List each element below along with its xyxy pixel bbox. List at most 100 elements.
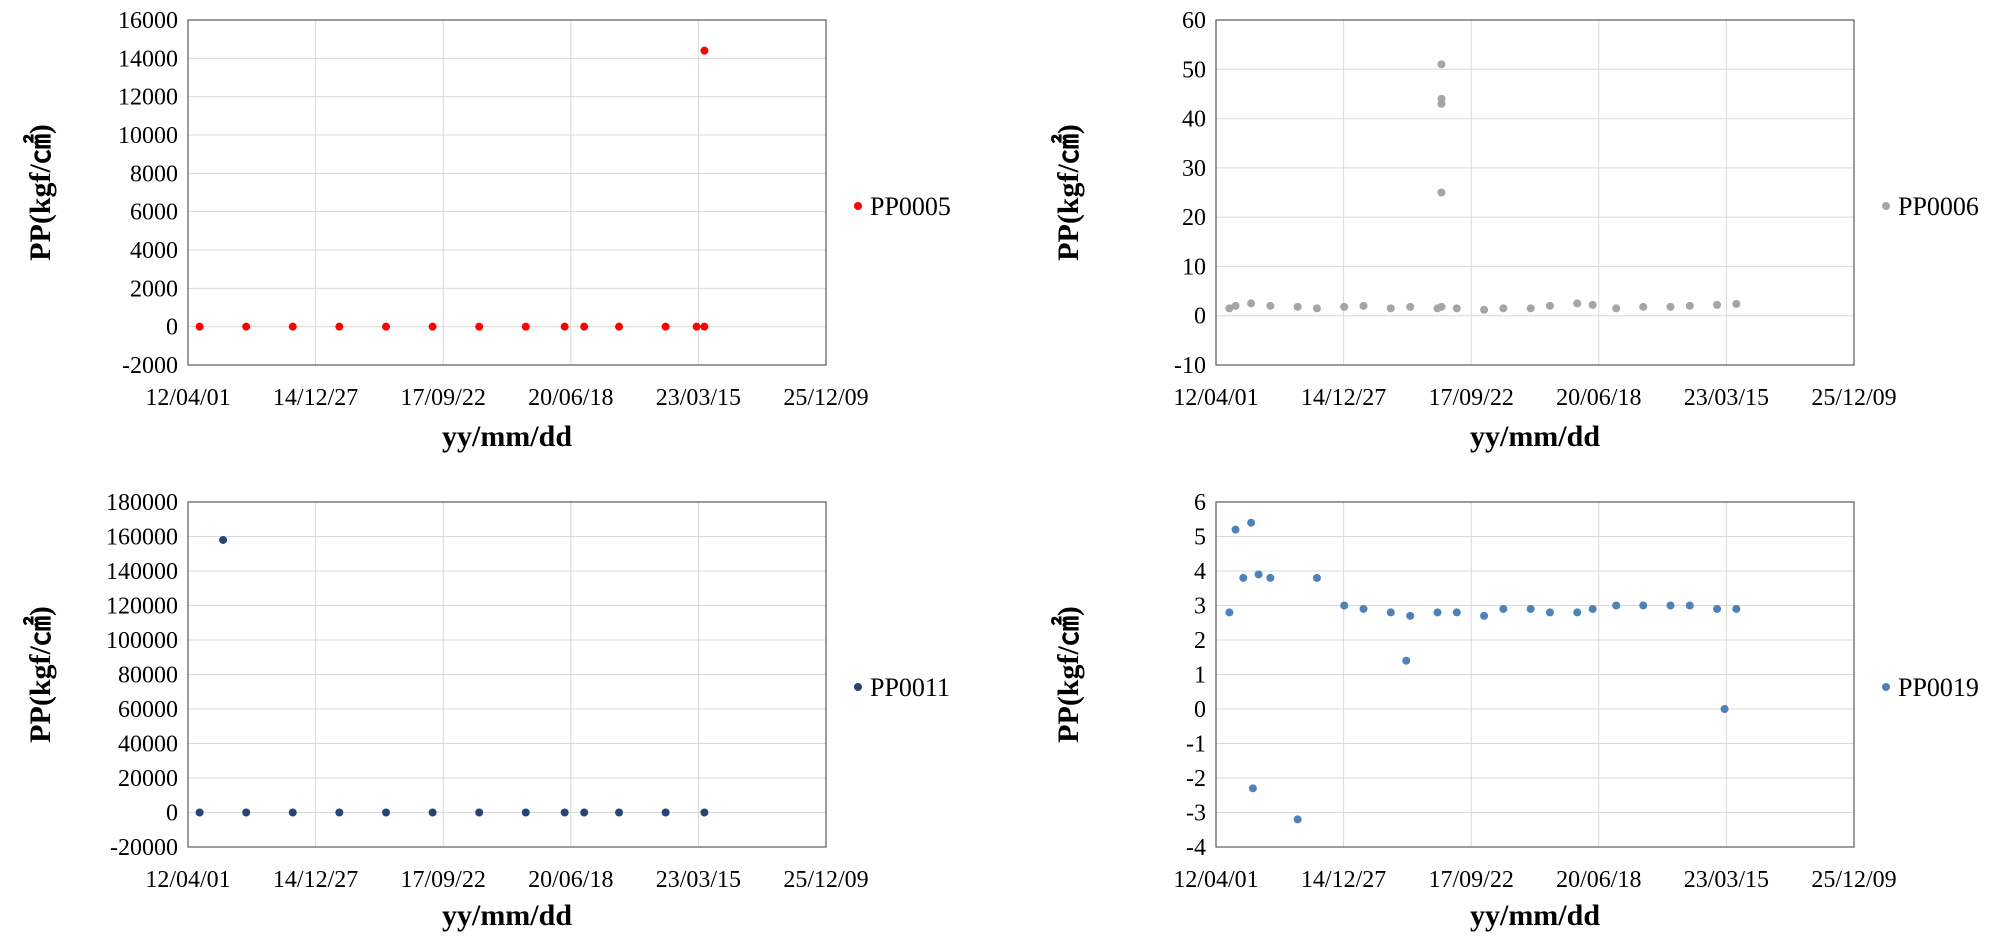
data-point (580, 322, 589, 331)
y-tick-label: 50 (1182, 57, 1206, 83)
data-point (661, 322, 670, 331)
y-tick-label: 20 (1182, 205, 1206, 231)
y-tick-label: 6 (1194, 490, 1206, 516)
data-point (242, 322, 251, 331)
data-point (1359, 604, 1368, 613)
chart-panel-3: -20000 0 20000 40000 60000 80000 100000 120000 1… (23, 490, 950, 932)
data-point (1340, 302, 1349, 311)
data-point (521, 808, 530, 817)
legend-marker (854, 202, 862, 210)
data-point (195, 808, 204, 817)
legend-marker (854, 683, 862, 691)
legend: PP0006 (1882, 192, 1979, 221)
x-axis-title: yy/mm/dd (442, 899, 572, 932)
data-point (1406, 302, 1415, 311)
y-tick-label: 0 (1194, 304, 1206, 330)
y-tick-label: 0 (1194, 697, 1206, 723)
data-point (1713, 300, 1722, 309)
legend-label: PP0011 (870, 673, 950, 702)
y-tick-label: 2000 (130, 276, 178, 302)
x-tick-label: 14/12/27 (273, 385, 358, 411)
x-tick-label: 25/12/09 (1811, 867, 1896, 893)
data-point (1499, 604, 1508, 613)
data-point (1545, 301, 1554, 310)
x-tick-label: 23/03/15 (1684, 385, 1769, 411)
data-point (1247, 518, 1256, 527)
data-point (1639, 601, 1648, 610)
x-tick-label: 20/06/18 (1556, 867, 1641, 893)
data-point (382, 808, 391, 817)
x-tick-label: 20/06/18 (1556, 385, 1641, 411)
data-point (1452, 608, 1461, 617)
y-tick-label: -2000 (122, 353, 178, 379)
data-point (1437, 302, 1446, 311)
data-point (1247, 299, 1256, 308)
y-tick-label: 60 (1182, 8, 1206, 34)
legend-label: PP0005 (870, 192, 951, 221)
y-tick-label: 8000 (130, 161, 178, 187)
y-tick-label: 120000 (106, 594, 178, 620)
data-point (428, 322, 437, 331)
y-tick-label: -2 (1186, 766, 1206, 792)
y-tick-label: 20000 (118, 766, 178, 792)
data-point (1239, 573, 1248, 582)
y-tick-label: 30 (1182, 156, 1206, 182)
x-axis-title: yy/mm/dd (1470, 420, 1600, 453)
data-point (1433, 608, 1442, 617)
y-tick-label: 10 (1182, 254, 1206, 280)
legend: PP0019 (1882, 673, 1979, 702)
data-point (521, 322, 530, 331)
data-point (1732, 604, 1741, 613)
y-tick-label: 0 (166, 801, 178, 827)
data-point (219, 535, 228, 544)
data-point (1685, 301, 1694, 310)
data-point (661, 808, 670, 817)
x-tick-label: 12/04/01 (145, 867, 230, 893)
data-point (1266, 573, 1275, 582)
data-point (1225, 608, 1234, 617)
legend-marker (1882, 202, 1890, 210)
y-axis-title: PP(kgf/㎠) (23, 124, 57, 261)
data-point (242, 808, 251, 817)
y-tick-label: 1 (1194, 663, 1206, 689)
data-point (1480, 611, 1489, 620)
y-tick-label: 0 (166, 315, 178, 341)
data-point (1588, 604, 1597, 613)
data-point (335, 808, 344, 817)
plot-area-frame (1215, 19, 1855, 366)
y-tick-label: 5 (1194, 525, 1206, 551)
data-point (1386, 304, 1395, 313)
legend-marker (1882, 683, 1890, 691)
data-point (335, 322, 344, 331)
y-tick-label: 2 (1194, 628, 1206, 654)
x-tick-label: 14/12/27 (1301, 867, 1386, 893)
x-tick-label: 12/04/01 (1173, 867, 1258, 893)
x-tick-label: 12/04/01 (1173, 385, 1258, 411)
legend-label: PP0006 (1898, 192, 1979, 221)
data-point (382, 322, 391, 331)
x-tick-label: 23/03/15 (1684, 867, 1769, 893)
y-tick-label: 40 (1182, 107, 1206, 133)
x-tick-label: 23/03/15 (656, 385, 741, 411)
y-tick-label: -4 (1186, 835, 1206, 861)
data-point (1293, 815, 1302, 824)
data-point (1499, 304, 1508, 313)
data-point (560, 808, 569, 817)
data-point (700, 808, 709, 817)
y-axis-title: PP(kgf/㎠) (23, 606, 57, 743)
y-tick-label: -1 (1186, 732, 1206, 758)
data-point (560, 322, 569, 331)
plot-area-frame (1215, 501, 1855, 848)
data-point (1732, 299, 1741, 308)
data-point (1248, 784, 1257, 793)
data-point (1545, 608, 1554, 617)
y-tick-label: 6000 (130, 200, 178, 226)
data-point (1639, 302, 1648, 311)
data-point (1231, 301, 1240, 310)
data-point (692, 322, 701, 331)
y-tick-label: 80000 (118, 663, 178, 689)
data-point (700, 46, 709, 55)
chart-panel-1: -2000 0 2000 4000 6000 8000 10000 12000 14000 160… (23, 8, 951, 453)
data-point (1402, 656, 1411, 665)
